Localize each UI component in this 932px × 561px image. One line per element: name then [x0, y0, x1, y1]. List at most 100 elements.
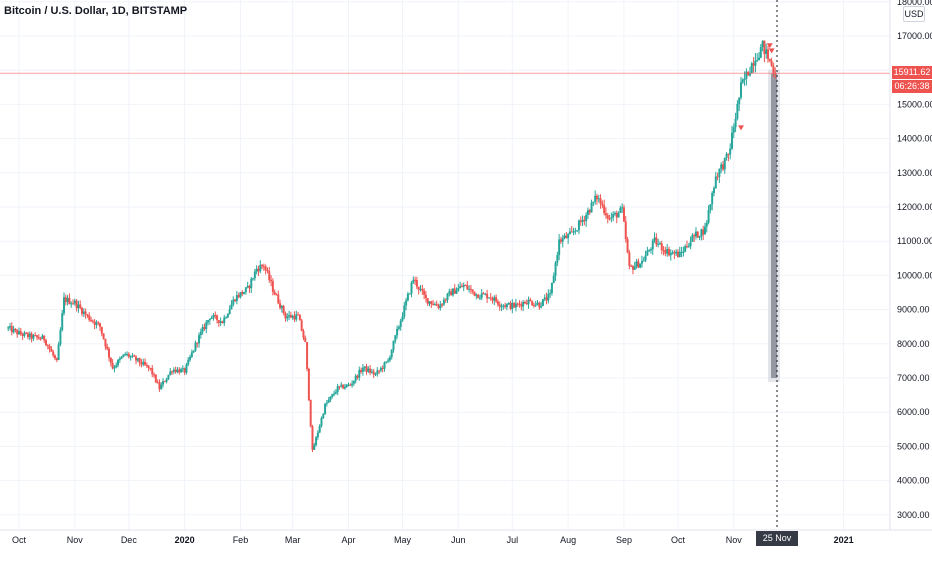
candle-body	[214, 315, 217, 317]
candle	[66, 295, 69, 306]
candle	[318, 424, 321, 434]
candle	[664, 246, 667, 257]
candle	[644, 250, 647, 263]
candle-body	[327, 399, 330, 403]
candle-body	[370, 371, 373, 373]
candle-body	[194, 342, 197, 351]
candle-body	[477, 294, 480, 299]
candle-body	[77, 304, 80, 309]
candle	[504, 302, 507, 309]
candle-body	[270, 280, 273, 282]
candle	[579, 216, 582, 226]
candle	[153, 372, 156, 378]
candle-body	[662, 250, 665, 252]
chart-title: Bitcoin / U.S. Dollar, 1D, BITSTAMP	[4, 5, 188, 17]
candle	[610, 212, 613, 223]
candle-body	[669, 252, 672, 256]
candle-body	[599, 198, 602, 204]
crosshair-date-label: 25 Nov '20	[756, 531, 798, 558]
candle	[621, 203, 624, 213]
candle-body	[446, 293, 449, 300]
candle-body	[756, 60, 759, 62]
candle	[392, 340, 395, 353]
candle	[208, 318, 211, 325]
candle	[8, 323, 11, 331]
candle	[275, 293, 278, 296]
highlight-bar	[771, 73, 777, 379]
candle-body	[639, 263, 642, 268]
candle	[572, 227, 575, 236]
candle-body	[136, 358, 139, 361]
candle-body	[282, 305, 285, 314]
candle	[21, 332, 24, 340]
candle	[214, 311, 217, 320]
candle	[738, 97, 741, 111]
candle-body	[32, 335, 35, 339]
candle-body	[635, 261, 638, 267]
candle-body	[111, 362, 114, 369]
candle	[599, 194, 602, 209]
currency-button[interactable]: USD	[903, 6, 925, 22]
candle-body	[487, 297, 490, 299]
candle-body	[514, 303, 517, 308]
candle-body	[590, 202, 593, 213]
candle-body	[617, 212, 620, 218]
candle-body	[709, 204, 712, 210]
candle	[730, 125, 733, 150]
candle	[700, 228, 703, 241]
candle	[381, 365, 384, 373]
y-tick-label: 14000.00	[897, 134, 932, 144]
candle-body	[205, 322, 208, 330]
candle	[399, 318, 402, 331]
candle	[298, 314, 301, 321]
candle	[453, 284, 456, 294]
candle-body	[588, 210, 591, 213]
candle	[444, 298, 447, 303]
candle-body	[765, 49, 768, 55]
candle	[597, 194, 600, 203]
candle-body	[464, 285, 467, 287]
candle	[142, 358, 145, 367]
candle	[522, 299, 525, 312]
candle-body	[660, 243, 663, 251]
candle-body	[320, 417, 323, 426]
candle	[372, 368, 375, 379]
candle	[394, 334, 397, 344]
candle	[19, 328, 22, 336]
candle	[415, 276, 418, 290]
candle	[55, 357, 58, 363]
candle-body	[221, 321, 224, 324]
candle-body	[572, 231, 575, 233]
candle	[32, 333, 35, 341]
candle	[689, 236, 692, 250]
candle-body	[455, 290, 458, 294]
candle	[696, 231, 699, 238]
candle-body	[37, 337, 40, 339]
y-tick-label: 18000.00	[897, 0, 932, 7]
candle-body	[257, 268, 260, 272]
candle	[423, 287, 426, 300]
candle-body	[21, 334, 24, 336]
x-tick-label: May	[394, 535, 412, 545]
candle	[676, 249, 679, 258]
candle-body	[84, 311, 87, 315]
candle-body	[277, 294, 280, 304]
signal-markers	[737, 43, 775, 131]
candle	[712, 186, 715, 197]
candle	[68, 293, 71, 305]
candle	[61, 309, 64, 332]
candle	[331, 393, 334, 399]
candle-body	[228, 309, 231, 315]
candle	[77, 300, 80, 313]
candle-body	[729, 148, 732, 155]
candle-body	[462, 285, 465, 287]
candle-body	[559, 239, 562, 242]
candle	[455, 287, 458, 295]
time-axis: Oct Nov Dec 2020 Feb Mar Apr May Jun Jul Aug Sep Oct…	[12, 535, 854, 545]
candle-body	[378, 370, 381, 372]
candle	[736, 100, 739, 121]
candle-body	[246, 285, 249, 288]
candle-body	[253, 271, 256, 279]
candle-body	[163, 381, 166, 383]
